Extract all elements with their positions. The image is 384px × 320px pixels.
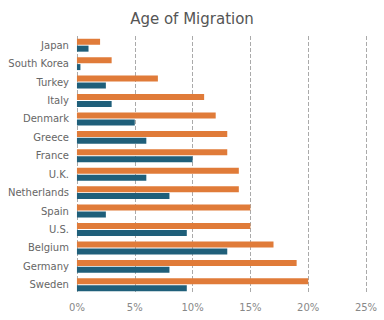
svg-text:0%: 0% [69,302,85,313]
svg-text:25%: 25% [355,302,377,313]
svg-text:Age of Migration: Age of Migration [130,10,254,28]
svg-text:U.K.: U.K. [49,169,69,180]
svg-text:5%: 5% [127,302,143,313]
svg-text:Italy: Italy [47,95,69,106]
svg-text:Greece: Greece [33,132,69,143]
svg-text:U.S.: U.S. [49,224,69,235]
svg-text:10%: 10% [181,302,203,313]
svg-text:Spain: Spain [41,206,69,217]
svg-text:Germany: Germany [23,261,69,272]
svg-text:Netherlands: Netherlands [8,187,69,198]
svg-text:15%: 15% [239,302,261,313]
svg-text:France: France [36,150,69,161]
svg-text:Japan: Japan [40,40,69,51]
svg-text:South Korea: South Korea [8,58,69,69]
svg-text:20%: 20% [297,302,319,313]
svg-text:Turkey: Turkey [35,77,69,88]
svg-text:Sweden: Sweden [29,279,69,290]
svg-text:Denmark: Denmark [23,113,69,124]
svg-text:Belgium: Belgium [28,242,69,253]
